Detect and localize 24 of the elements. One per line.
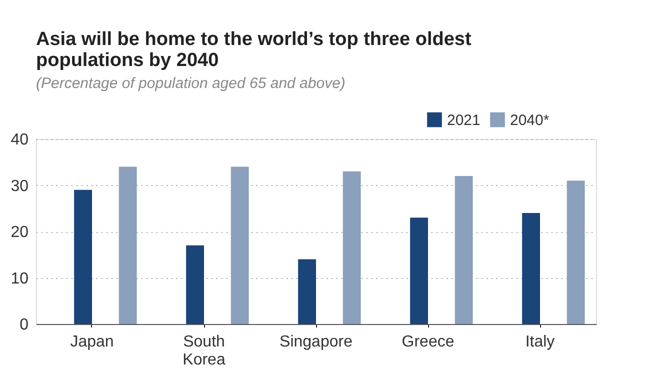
legend-label: 2021 — [447, 112, 480, 129]
bar — [118, 166, 137, 324]
x-tick-label: Italy — [525, 334, 555, 350]
bar — [186, 245, 204, 324]
legend-label: 2040* — [510, 112, 550, 129]
y-tick-label: 0 — [20, 316, 29, 334]
y-tick-label: 10 — [10, 270, 29, 288]
y-tick-label: 40 — [10, 132, 29, 148]
chart-title: Asia will be home to the world’s top three oldest populations by 2040 — [36, 29, 472, 71]
bar — [566, 180, 585, 324]
chart-subtitle: (Percentage of population aged 65 and above) — [36, 75, 346, 92]
y-tick-label: 30 — [10, 178, 29, 195]
bar — [454, 176, 473, 324]
bar — [342, 171, 361, 324]
x-tick-label: Greece — [402, 334, 454, 350]
x-tick-label: South Korea — [182, 334, 226, 368]
bar — [410, 218, 428, 324]
x-tick-label: Singapore — [280, 334, 353, 350]
bar — [522, 213, 540, 324]
y-tick-label: 20 — [10, 224, 29, 241]
bar — [230, 166, 249, 324]
bar — [74, 190, 92, 324]
bar — [298, 259, 316, 324]
x-tick-label: Japan — [70, 334, 114, 350]
